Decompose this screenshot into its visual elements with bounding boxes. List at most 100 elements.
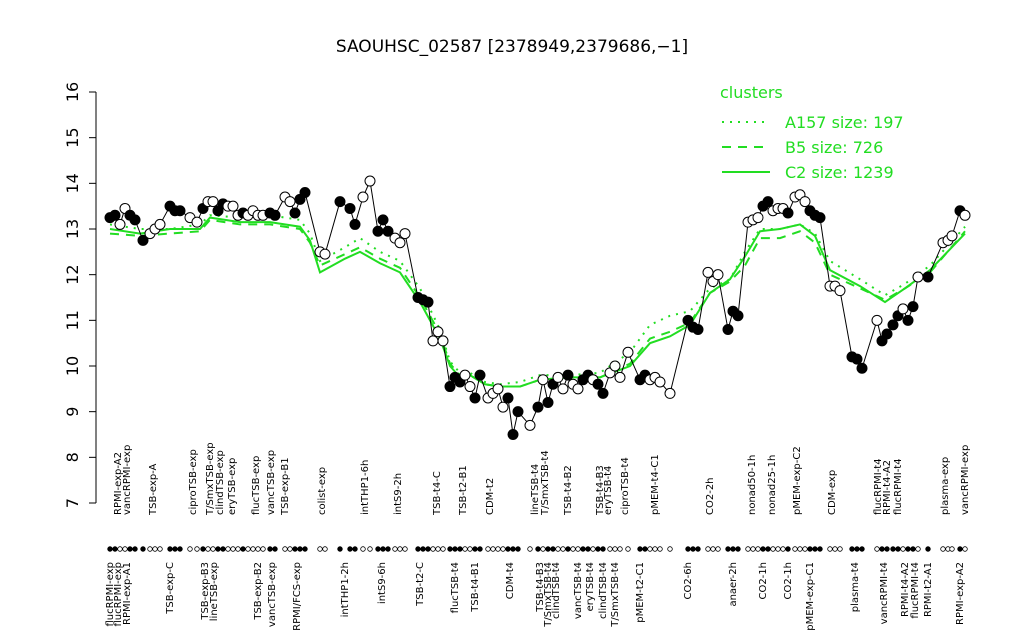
sample-tick [545, 546, 551, 552]
sample-tick [452, 546, 458, 552]
sample-point [762, 196, 774, 208]
sample-tick [617, 546, 623, 552]
sample-tick [375, 546, 381, 552]
sample-point [597, 387, 609, 399]
sample-tick [352, 546, 358, 552]
top-label: nonad25-1h [767, 455, 778, 515]
sample-tick [117, 546, 123, 552]
sample-point [474, 369, 486, 381]
sample-tick [642, 546, 648, 552]
sample-tick [112, 546, 118, 552]
sample-tick [250, 546, 256, 552]
sample-tick [555, 546, 561, 552]
sample-point [537, 374, 549, 386]
top-label: clindTSB-exp [215, 450, 226, 515]
sample-tick [827, 546, 833, 552]
bottom-label: CDM-t4 [505, 562, 516, 599]
sample-tick [812, 546, 818, 552]
sample-tick [540, 546, 546, 552]
bottom-label: flucRPMI-t4 [910, 562, 921, 619]
sample-tick [685, 546, 691, 552]
sample-tick [292, 546, 298, 552]
sample-point [542, 397, 554, 409]
sample-point [227, 200, 239, 212]
sample-point [614, 371, 626, 383]
sample-tick [457, 546, 463, 552]
sample-tick [430, 546, 436, 552]
sample-tick [440, 546, 446, 552]
top-label: TSB-t2-B1 [458, 465, 469, 516]
sample-point [507, 429, 519, 440]
sample-point [871, 314, 883, 326]
sample-tick [657, 546, 663, 552]
sample-tick [240, 546, 246, 552]
sample-tick [402, 546, 408, 552]
sample-point [532, 401, 544, 413]
sample-point [109, 209, 121, 221]
sample-tick [127, 546, 133, 552]
sample-tick [205, 546, 211, 552]
y-tick-label: 7 [63, 498, 82, 508]
bottom-label: CO2-6h [683, 562, 694, 600]
y-tick-label: 10 [63, 356, 82, 376]
top-label: CDM-exp [827, 470, 838, 515]
top-label: TSB-exp-A [148, 463, 159, 516]
top-label: pMEM-t4-C1 [650, 454, 661, 515]
sample-tick [302, 546, 308, 552]
bottom-label: intTHP1-2h [340, 562, 351, 617]
bottom-label: flucRPMI-exp [105, 562, 116, 627]
bottom-label: RPMI-exp-A1 [122, 562, 133, 625]
sample-tick [802, 546, 808, 552]
sample-tick [745, 546, 751, 552]
sample-tick [770, 546, 776, 552]
top-label: TSB-t4-B3 [595, 465, 606, 516]
sample-tick [255, 546, 261, 552]
sample-point [814, 212, 826, 224]
bottom-label: flucTSB-t4 [450, 562, 461, 613]
bottom-label: CO2-1h [758, 562, 769, 600]
sample-tick [505, 546, 511, 552]
sample-point [664, 387, 676, 399]
top-label: CO2-2h [705, 477, 716, 515]
sample-tick [220, 546, 226, 552]
sample-point [702, 266, 714, 278]
bottom-label: flucRPMI-exp [113, 562, 124, 627]
sample-point [334, 196, 346, 208]
sample-point [557, 383, 569, 395]
top-label: lineTSB-t4 [530, 464, 541, 515]
sample-tick [187, 546, 193, 552]
y-tick-label: 15 [63, 127, 82, 147]
sample-tick [215, 546, 221, 552]
sample-tick [132, 546, 138, 552]
sample-point [732, 310, 744, 322]
sample-tick [730, 546, 736, 552]
top-label: flucTSB-exp [251, 456, 262, 515]
y-tick-label: 12 [63, 264, 82, 284]
sample-tick [807, 546, 813, 552]
bottom-label: T/SmxTSB-t4 [543, 562, 554, 628]
sample-tick [765, 546, 771, 552]
sample-tick [705, 546, 711, 552]
sample-tick [287, 546, 293, 552]
sample-tick [595, 546, 601, 552]
sample-tick [510, 546, 516, 552]
sample-tick [420, 546, 426, 552]
sample-point [357, 191, 369, 203]
sample-point [552, 371, 564, 383]
sample-tick [874, 546, 880, 552]
sample-tick [940, 546, 946, 552]
sample-point [887, 319, 899, 331]
sample-point [444, 381, 456, 393]
legend-label: B5 size: 726 [785, 138, 883, 157]
sample-tick [607, 546, 613, 552]
sample-tick [485, 546, 491, 552]
sample-point [299, 186, 311, 198]
bottom-label: TSB-t2-C [415, 562, 426, 607]
sample-tick [527, 546, 533, 552]
bottom-label: intS9-6h [377, 562, 388, 604]
sample-tick [925, 546, 931, 552]
bottom-label: TSB-t4-B1 [470, 562, 481, 613]
sample-tick [570, 546, 576, 552]
sample-point [946, 230, 958, 242]
sample-tick [392, 546, 398, 552]
